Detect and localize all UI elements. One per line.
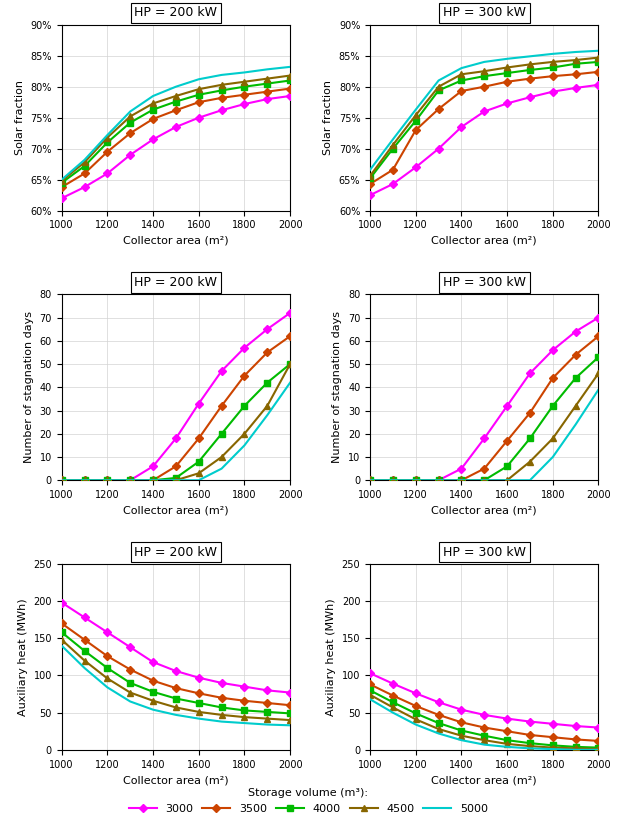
Legend: 3000, 3500, 4000, 4500, 5000: 3000, 3500, 4000, 4500, 5000 (125, 784, 492, 818)
X-axis label: Collector area (m²): Collector area (m²) (431, 505, 537, 516)
Y-axis label: Auxiliary heat (MWh): Auxiliary heat (MWh) (18, 598, 28, 716)
Title: HP = 200 kW: HP = 200 kW (135, 276, 217, 289)
Title: HP = 300 kW: HP = 300 kW (443, 7, 526, 20)
Title: HP = 200 kW: HP = 200 kW (135, 545, 217, 559)
Y-axis label: Solar fraction: Solar fraction (323, 80, 333, 155)
Title: HP = 300 kW: HP = 300 kW (443, 545, 526, 559)
Y-axis label: Auxiliary heat (MWh): Auxiliary heat (MWh) (326, 598, 336, 716)
X-axis label: Collector area (m²): Collector area (m²) (431, 236, 537, 246)
X-axis label: Collector area (m²): Collector area (m²) (431, 775, 537, 785)
X-axis label: Collector area (m²): Collector area (m²) (123, 236, 229, 246)
Y-axis label: Solar fraction: Solar fraction (15, 80, 25, 155)
X-axis label: Collector area (m²): Collector area (m²) (123, 505, 229, 516)
Y-axis label: Number of stagnation days: Number of stagnation days (333, 311, 342, 463)
X-axis label: Collector area (m²): Collector area (m²) (123, 775, 229, 785)
Title: HP = 200 kW: HP = 200 kW (135, 7, 217, 20)
Title: HP = 300 kW: HP = 300 kW (443, 276, 526, 289)
Y-axis label: Number of stagnation days: Number of stagnation days (24, 311, 34, 463)
